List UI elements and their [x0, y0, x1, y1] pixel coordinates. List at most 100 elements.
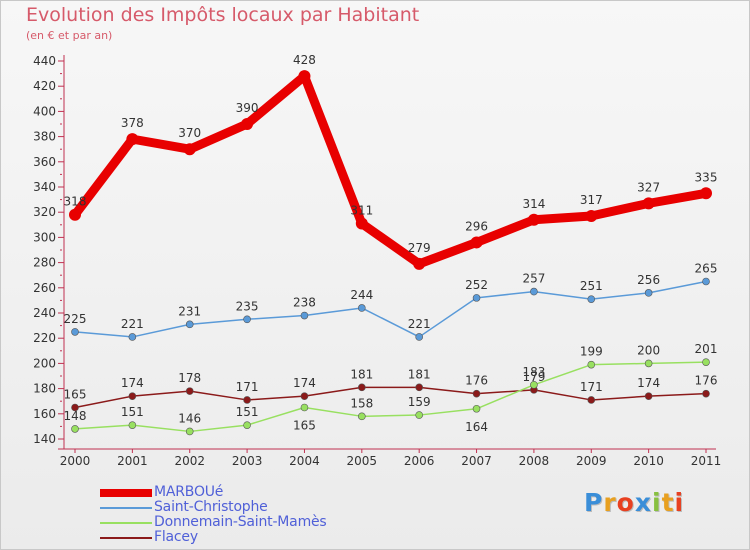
data-point — [587, 360, 596, 369]
data-label: 165 — [293, 419, 316, 433]
proxiti-logo: Proxiti — [584, 488, 684, 517]
data-point — [243, 315, 251, 324]
data-label: 178 — [178, 371, 201, 385]
data-point — [243, 421, 251, 429]
data-point — [642, 197, 655, 210]
data-label: 159 — [408, 395, 431, 409]
data-label: 158 — [350, 396, 373, 410]
data-point — [585, 209, 598, 222]
data-label: 370 — [178, 126, 201, 140]
data-point — [527, 213, 540, 226]
y-tick-label: 380 — [33, 130, 56, 144]
data-label: 201 — [695, 342, 718, 356]
data-label: 200 — [637, 343, 660, 357]
data-label: 171 — [580, 380, 603, 394]
data-point — [702, 358, 710, 366]
data-point — [300, 403, 309, 412]
data-point — [472, 404, 481, 413]
data-point — [183, 143, 196, 156]
data-label: 221 — [408, 317, 431, 331]
data-label: 279 — [408, 241, 431, 255]
legend-swatch — [100, 522, 152, 524]
data-point — [298, 70, 311, 83]
y-tick-label: 180 — [33, 382, 56, 396]
data-label: 179 — [522, 370, 545, 384]
legend-label: MARBOUé — [154, 484, 224, 500]
data-point — [587, 295, 596, 303]
x-tick-label: 2001 — [117, 454, 148, 468]
logo-letter: i — [674, 488, 685, 517]
chart-title: Evolution des Impôts locaux par Habitant — [26, 4, 420, 26]
data-label: 327 — [637, 180, 660, 194]
data-point — [185, 387, 194, 395]
data-point — [300, 311, 309, 320]
data-label: 428 — [293, 53, 316, 67]
logo-letter: P — [584, 488, 604, 517]
x-tick-label: 2000 — [60, 454, 91, 468]
data-label: 146 — [178, 411, 201, 425]
data-point — [644, 392, 653, 400]
data-point — [702, 389, 710, 398]
x-tick-label: 2005 — [347, 454, 378, 468]
data-label: 335 — [695, 170, 718, 184]
y-tick-label: 240 — [33, 306, 56, 320]
data-point — [243, 396, 251, 404]
data-label: 176 — [695, 374, 718, 388]
y-tick-label: 220 — [33, 331, 56, 345]
y-tick-label: 140 — [33, 432, 56, 446]
data-label: 314 — [522, 197, 545, 211]
y-tick-label: 300 — [33, 230, 56, 244]
data-label: 151 — [121, 405, 144, 419]
data-label: 252 — [465, 278, 488, 292]
series-line-3 — [74, 386, 707, 409]
data-label: 183 — [522, 365, 545, 379]
data-point — [71, 403, 79, 412]
data-label: 265 — [695, 262, 718, 276]
legend-label: Saint-Christophe — [154, 499, 268, 515]
data-point — [530, 287, 538, 296]
x-tick-label: 2003 — [232, 454, 263, 468]
data-label: 257 — [522, 272, 545, 286]
y-tick-label: 420 — [33, 79, 56, 93]
data-point — [358, 304, 366, 312]
logo-letter: t — [661, 488, 675, 517]
series-line-0 — [70, 71, 711, 269]
y-tick-label: 320 — [33, 205, 56, 219]
data-point — [702, 277, 710, 286]
data-point — [241, 118, 254, 130]
data-label: 244 — [350, 288, 373, 302]
logo-letter: i — [652, 488, 662, 517]
x-tick-label: 2009 — [576, 454, 607, 468]
data-label: 311 — [350, 204, 373, 218]
data-label: 148 — [64, 409, 87, 423]
x-tick-label: 2010 — [633, 454, 664, 468]
logo-letter: x — [634, 488, 652, 517]
legend-swatch — [100, 489, 152, 497]
x-tick-label: 2011 — [691, 454, 722, 468]
logo-letter: o — [616, 488, 635, 517]
data-point — [71, 328, 79, 336]
data-point — [128, 421, 137, 429]
data-label: 318 — [64, 195, 87, 209]
data-point — [644, 289, 653, 297]
data-label: 199 — [580, 345, 603, 359]
data-point — [530, 381, 538, 389]
data-label: 174 — [293, 376, 316, 390]
legend-swatch — [100, 507, 152, 509]
data-label: 317 — [580, 193, 603, 207]
data-label: 221 — [121, 317, 144, 331]
data-label: 165 — [64, 388, 87, 402]
x-tick-label: 2008 — [519, 454, 550, 468]
x-tick-label: 2002 — [174, 454, 205, 468]
data-label: 171 — [236, 380, 259, 394]
data-point — [358, 412, 366, 421]
data-point — [644, 359, 653, 368]
data-label: 181 — [350, 367, 373, 381]
x-tick-label: 2006 — [404, 454, 435, 468]
y-tick-label: 260 — [33, 281, 56, 295]
data-point — [700, 187, 712, 200]
x-tick-label: 2004 — [289, 454, 320, 468]
data-point — [185, 427, 194, 436]
